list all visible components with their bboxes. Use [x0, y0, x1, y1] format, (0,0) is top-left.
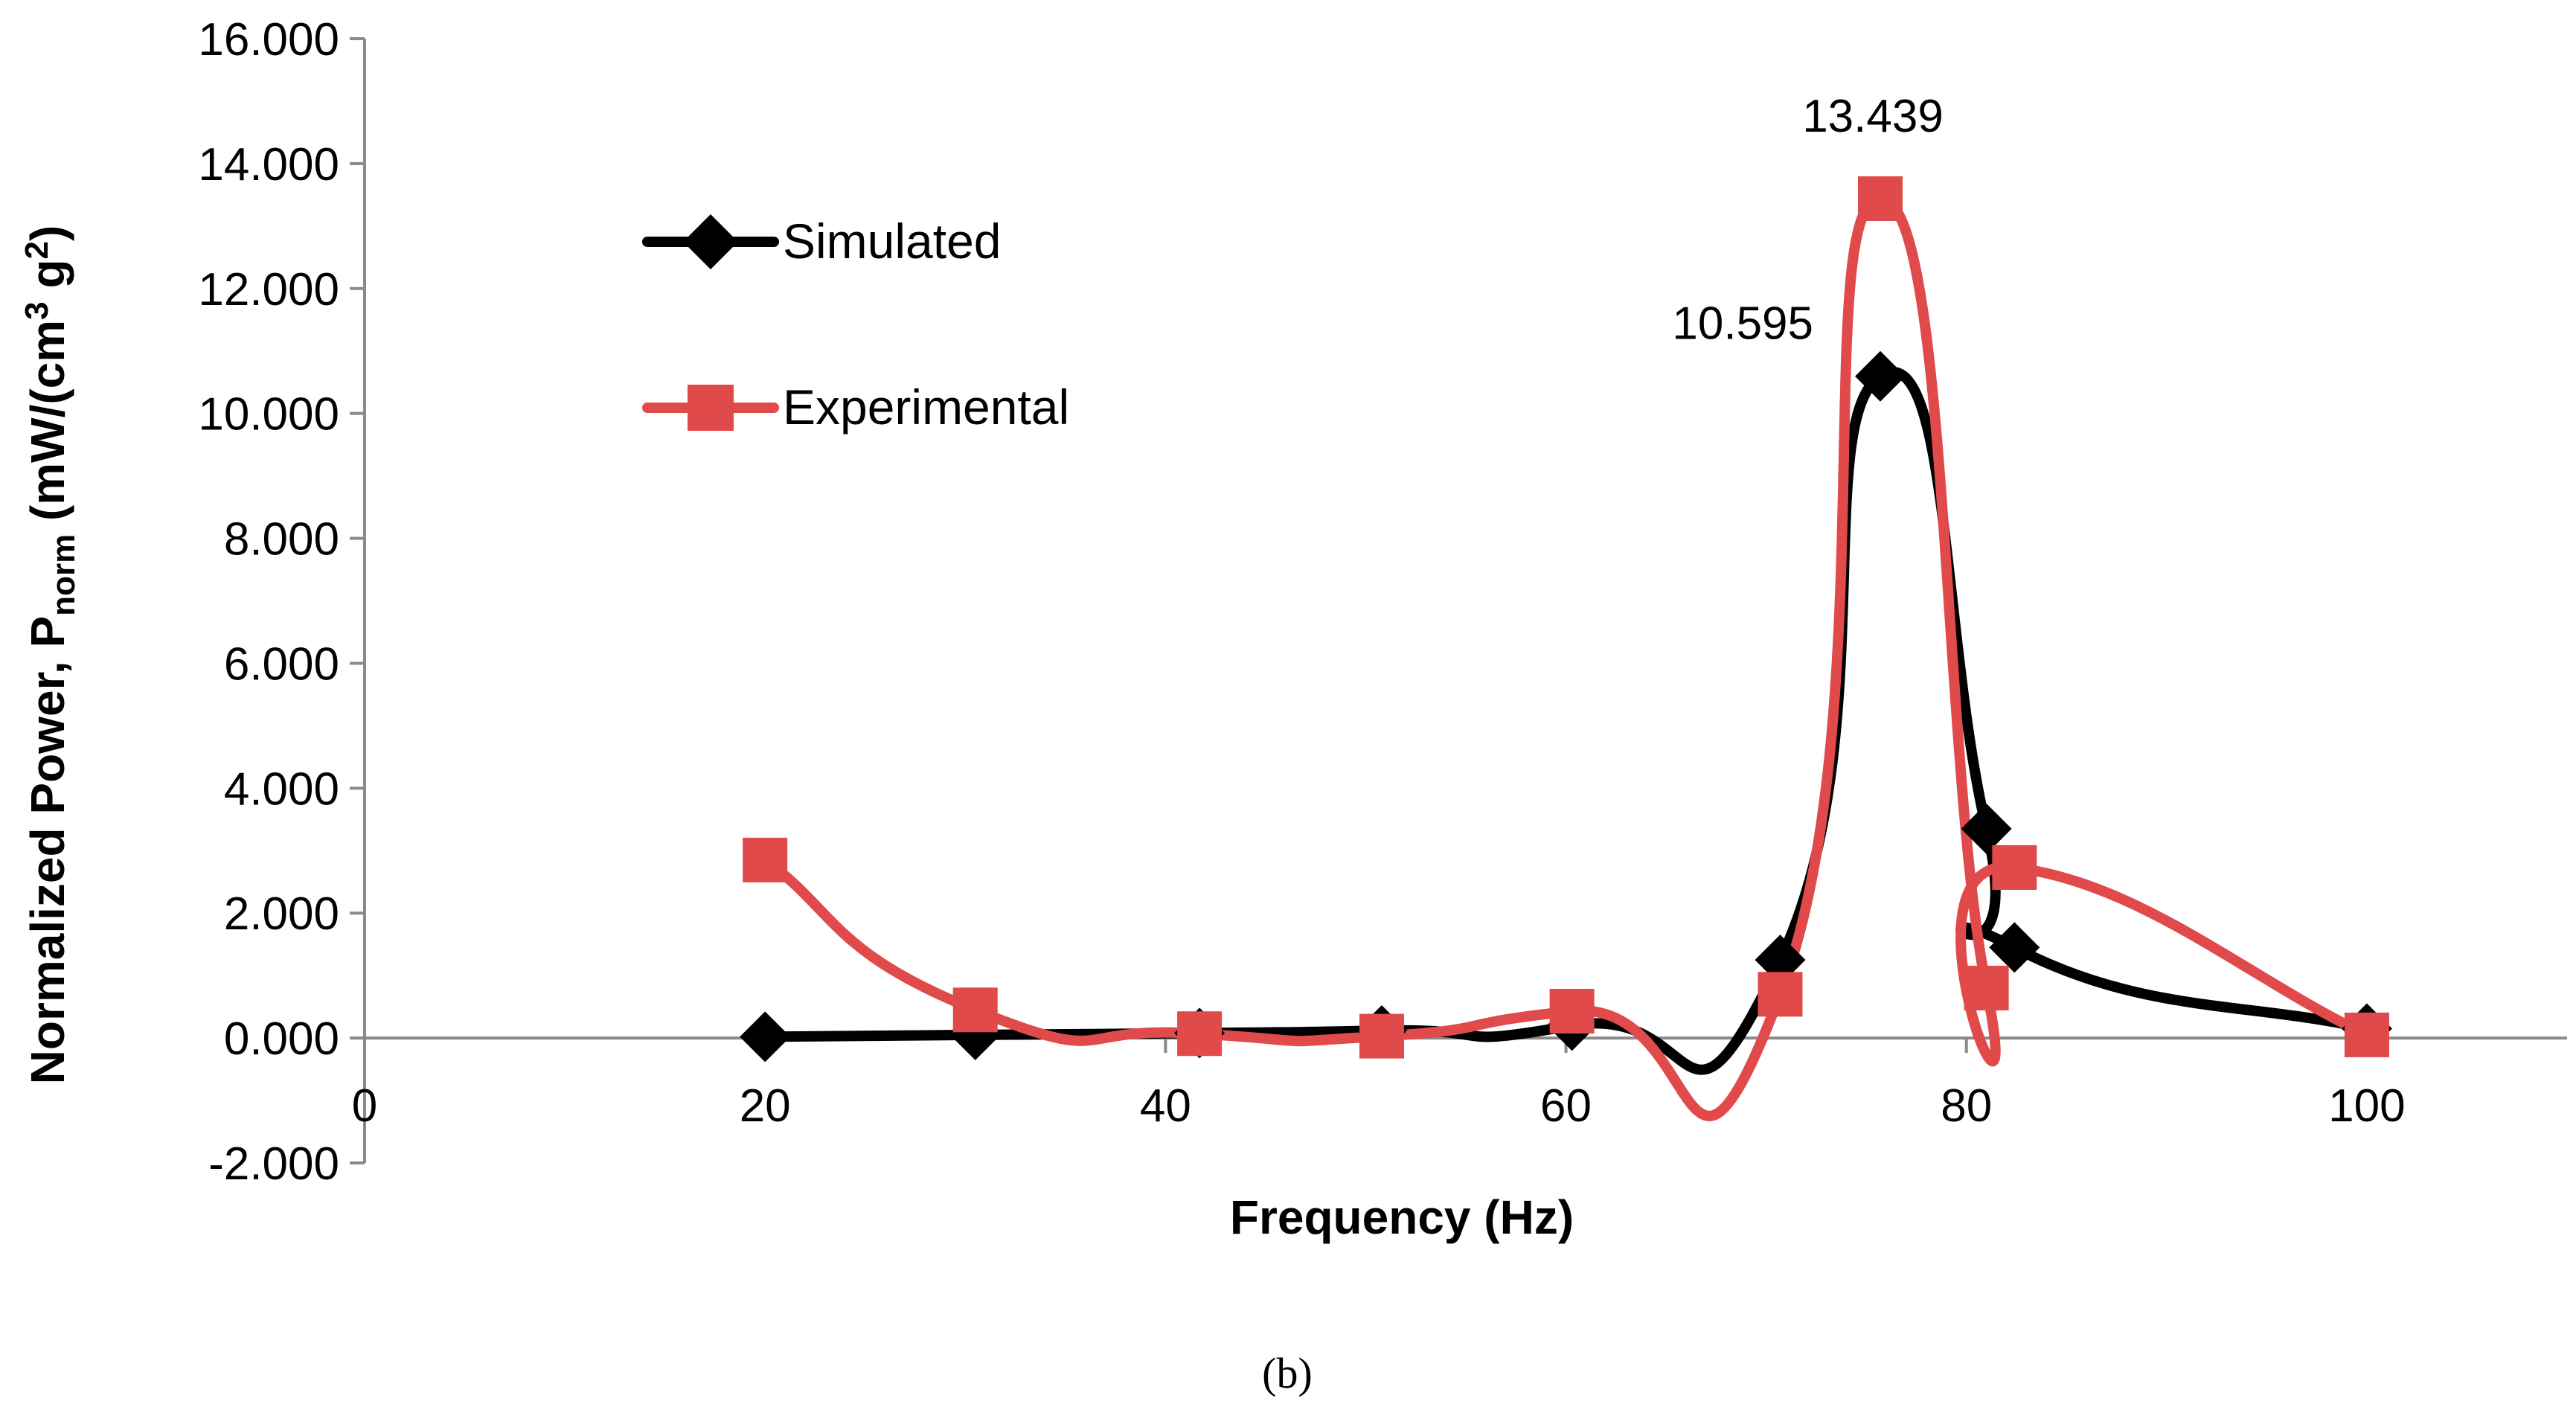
y-tick-label: 16.000 — [198, 14, 339, 65]
data-point-experimental — [1758, 972, 1803, 1017]
data-point-simulated — [1855, 350, 1906, 402]
y-axis-title-subscript: norm — [45, 534, 82, 616]
y-tick-label: 2.000 — [224, 888, 339, 940]
legend-item-simulated: Simulated — [642, 214, 1002, 269]
y-tick-label: 12.000 — [198, 264, 339, 315]
y-axis-title-unit-open: (mW/(cm — [21, 320, 74, 534]
y-tick-label: 0.000 — [224, 1013, 339, 1065]
y-axis-title: Normalized Power, Pnorm (mW/(cm3 g2) — [19, 225, 82, 1085]
data-label-experimental: 13.439 — [1802, 91, 1944, 142]
data-point-simulated — [1961, 803, 2012, 854]
figure-caption: (b) — [1262, 1349, 1313, 1397]
data-point-simulated — [740, 1011, 791, 1063]
legend-marker-experimental — [688, 385, 734, 431]
data-point-experimental — [1359, 1013, 1404, 1059]
data-point-experimental — [2344, 1012, 2389, 1057]
y-tick-label: 4.000 — [224, 763, 339, 815]
x-axis-ticks: 0 20 40 60 80 100 — [352, 1038, 2406, 1132]
y-axis-title-unit-mid: g — [21, 259, 74, 301]
y-axis-title-sup1: 3 — [19, 301, 55, 319]
legend-label-simulated: Simulated — [783, 214, 1002, 269]
legend-item-experimental: Experimental — [642, 379, 1069, 435]
x-tick-label: 20 — [740, 1080, 791, 1132]
legend-label-experimental: Experimental — [783, 379, 1069, 435]
legend: Simulated Experimental — [642, 214, 1069, 435]
data-point-experimental — [1992, 844, 2037, 890]
y-tick-label: 14.000 — [198, 139, 339, 190]
y-axis-title-unit-close: ) — [21, 225, 74, 241]
data-point-experimental — [952, 987, 998, 1033]
data-point-experimental — [1177, 1011, 1223, 1057]
series-line-simulated — [760, 367, 2372, 1075]
y-axis-title-sup2: 2 — [19, 241, 55, 259]
y-tick-label: 10.000 — [198, 389, 339, 440]
data-point-experimental — [743, 837, 788, 882]
x-tick-label: 60 — [1540, 1080, 1592, 1132]
data-point-simulated — [1989, 922, 2040, 973]
x-axis-title: Frequency (Hz) — [1230, 1190, 1574, 1244]
legend-marker-simulated — [683, 214, 738, 269]
data-labels: 13.439 10.595 — [1672, 91, 1943, 350]
y-tick-label: 8.000 — [224, 514, 339, 565]
data-point-experimental — [1964, 965, 2009, 1010]
data-point-experimental — [1858, 176, 1903, 221]
x-tick-label: 80 — [1941, 1080, 1992, 1132]
series — [760, 193, 2372, 1121]
data-point-experimental — [1549, 989, 1595, 1034]
series-line-experimental — [760, 193, 2372, 1121]
y-tick-label: 6.000 — [224, 638, 339, 690]
markers — [740, 176, 2392, 1063]
y-tick-label: -2.000 — [208, 1138, 339, 1190]
x-tick-label: 0 — [352, 1080, 377, 1132]
y-axis-ticks: -2.000 0.000 2.000 4.000 6.000 8.000 10.000 12.… — [198, 14, 365, 1190]
data-label-simulated: 10.595 — [1672, 298, 1813, 350]
x-tick-label: 100 — [2328, 1080, 2405, 1132]
x-tick-label: 40 — [1140, 1080, 1191, 1132]
axes — [363, 39, 2567, 1163]
y-axis-title-main: Normalized Power, P — [21, 616, 74, 1085]
